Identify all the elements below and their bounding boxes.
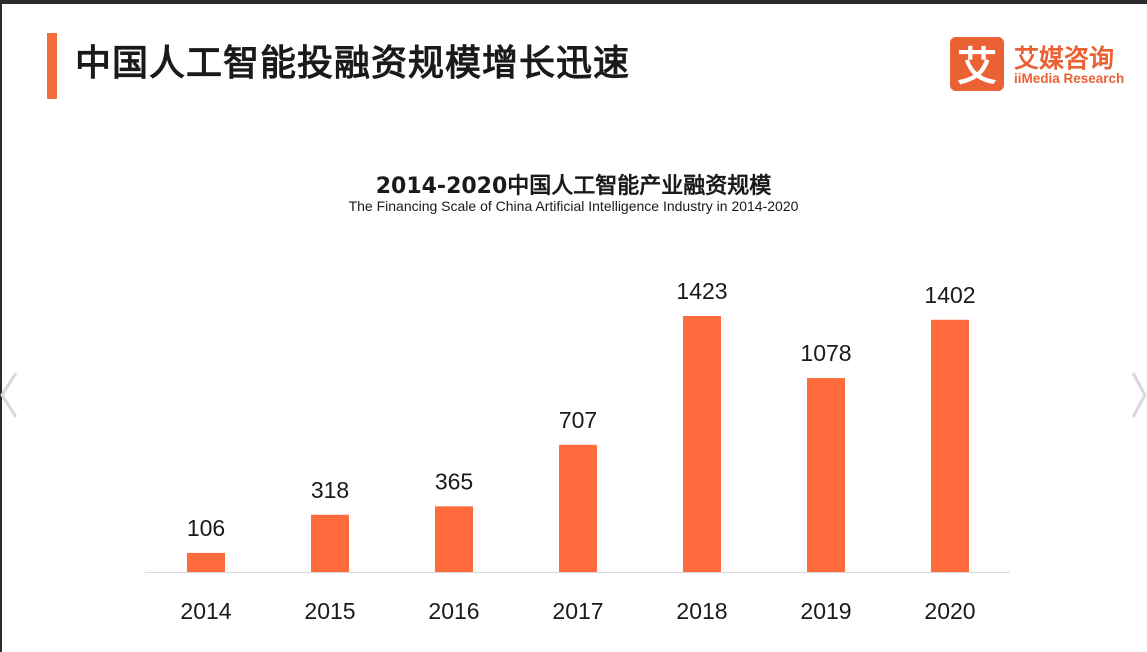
bar-2016 — [435, 506, 473, 572]
logo-mark-icon: 艾 — [957, 44, 997, 90]
bar-2020 — [931, 319, 969, 572]
data-label-2018: 1423 — [676, 278, 727, 304]
x-tick-label-2014: 2014 — [180, 598, 231, 624]
bar-2019 — [807, 378, 845, 572]
chevron-right-icon[interactable] — [1131, 370, 1147, 420]
logo-name-en: iiMedia Research — [1014, 71, 1125, 86]
data-label-2016: 365 — [435, 468, 473, 494]
data-label-2019: 1078 — [800, 340, 851, 366]
x-tick-label-2016: 2016 — [428, 598, 479, 624]
logo-mark-box: 艾 — [950, 37, 1004, 91]
logo-name-cn: 艾媒咨询 — [1014, 44, 1115, 73]
bar-2018 — [683, 316, 721, 572]
x-tick-label-2018: 2018 — [676, 598, 727, 624]
slide-left-border — [0, 0, 2, 652]
x-tick-label-2019: 2019 — [800, 598, 851, 624]
data-label-2015: 318 — [311, 477, 349, 503]
iimedia-logo: 艾 艾媒咨询 iiMedia Research — [950, 37, 1140, 93]
x-tick-label-2015: 2015 — [304, 598, 355, 624]
bar-2014 — [187, 552, 225, 572]
x-tick-label-2017: 2017 — [552, 598, 603, 624]
x-tick-label-2020: 2020 — [924, 598, 975, 624]
logo-mark-text: 艾 — [957, 44, 997, 90]
page-title: 中国人工智能投融资规模增长迅速 — [75, 43, 631, 84]
slide-top-border — [0, 0, 1147, 4]
data-label-2020: 1402 — [924, 282, 975, 308]
bar-2017 — [559, 444, 597, 572]
title-accent-bar — [47, 33, 57, 99]
chevron-left-icon[interactable] — [0, 370, 18, 420]
data-label-2014: 106 — [187, 515, 225, 541]
bar-2015 — [311, 514, 349, 572]
data-label-2017: 707 — [559, 407, 597, 433]
chart-title: 2014-2020中国人工智能产业融资规模 — [375, 174, 772, 199]
chart-subtitle: The Financing Scale of China Artificial … — [348, 198, 799, 214]
